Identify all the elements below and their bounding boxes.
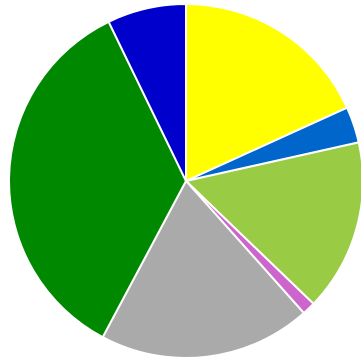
pie-slice-6 bbox=[8, 20, 187, 339]
pie-slice-1 bbox=[185, 3, 349, 182]
pie-slices bbox=[8, 3, 361, 359]
pie-slice-7 bbox=[107, 3, 187, 182]
pie-slice-5 bbox=[101, 180, 305, 359]
pie-slice-3 bbox=[185, 141, 361, 305]
